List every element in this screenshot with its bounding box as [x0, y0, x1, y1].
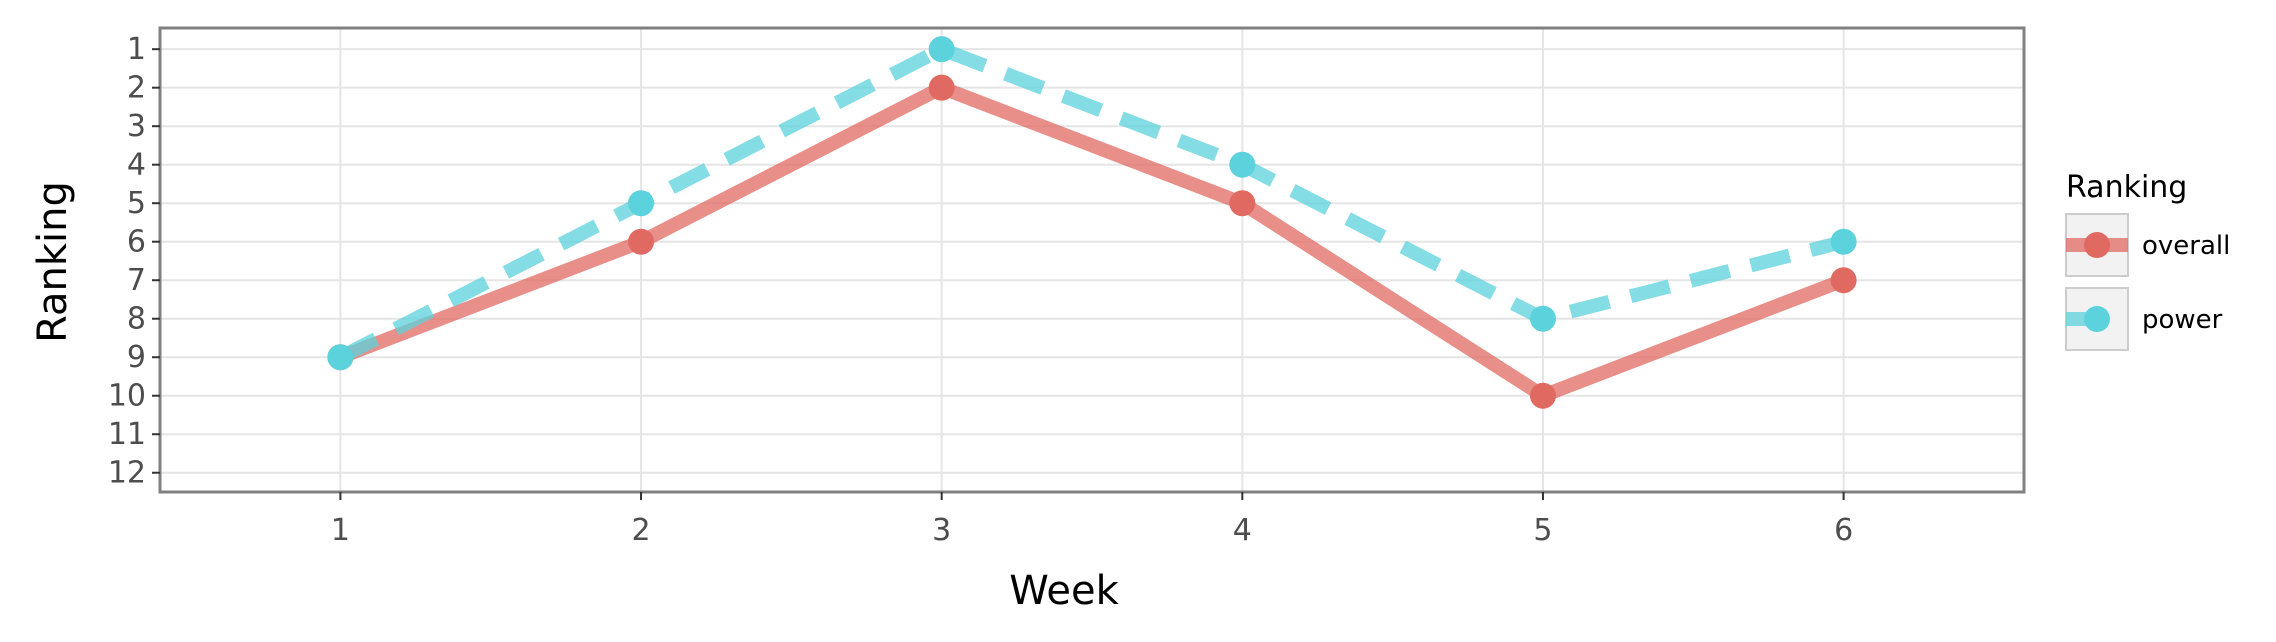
- data-point-overall: [1529, 382, 1556, 409]
- data-point-power: [1529, 305, 1556, 332]
- data-point-power: [1830, 228, 1857, 255]
- x-axis-title: Week: [1009, 568, 1119, 614]
- y-tick-label: 2: [127, 71, 146, 106]
- legend-key-point-overall: [2084, 232, 2110, 258]
- y-tick-label: 7: [127, 263, 146, 298]
- y-tick-label: 4: [127, 148, 146, 183]
- data-point-overall: [628, 228, 655, 255]
- x-tick-label: 1: [331, 513, 350, 548]
- x-tick-label: 2: [631, 513, 650, 548]
- y-tick-label: 12: [108, 456, 146, 491]
- data-point-power: [327, 344, 354, 371]
- legend-items: overall power: [2065, 213, 2230, 351]
- data-point-overall: [1229, 190, 1256, 217]
- legend-label-overall: overall: [2142, 231, 2230, 261]
- x-tick-label: 3: [932, 513, 951, 548]
- series-lines: [337, 42, 1847, 403]
- data-point-power: [928, 36, 955, 63]
- data-point-power: [628, 190, 655, 217]
- legend-title: Ranking: [2066, 170, 2187, 205]
- x-tick-label: 4: [1233, 513, 1252, 548]
- y-tick-label: 10: [108, 379, 146, 414]
- grid-lines: [160, 28, 2024, 492]
- y-tick-label: 3: [127, 109, 146, 144]
- series-line-overall: [337, 80, 1847, 403]
- plot-panel-border: [158, 26, 2026, 494]
- data-point-overall: [1830, 267, 1857, 294]
- legend-key-point-power: [2084, 306, 2110, 332]
- y-tick-label: 11: [108, 417, 146, 452]
- y-tick-label: 5: [127, 186, 146, 221]
- y-tick-label: 9: [127, 340, 146, 375]
- y-tick-label: 8: [127, 302, 146, 337]
- x-tick-label: 5: [1533, 513, 1552, 548]
- legend-label-power: power: [2142, 305, 2223, 335]
- series-points: [327, 36, 1857, 409]
- y-tick-label: 1: [127, 32, 146, 67]
- data-point-overall: [928, 74, 955, 101]
- legend: Ranking overall power: [2065, 170, 2230, 351]
- y-tick-label: 6: [127, 225, 146, 260]
- y-axis-title: Ranking: [30, 181, 76, 343]
- series-line-power: [337, 42, 1846, 364]
- x-tick-label: 6: [1834, 513, 1853, 548]
- x-axis-ticks: 1 2 3 4 5 6: [331, 492, 1853, 548]
- data-point-power: [1229, 151, 1256, 178]
